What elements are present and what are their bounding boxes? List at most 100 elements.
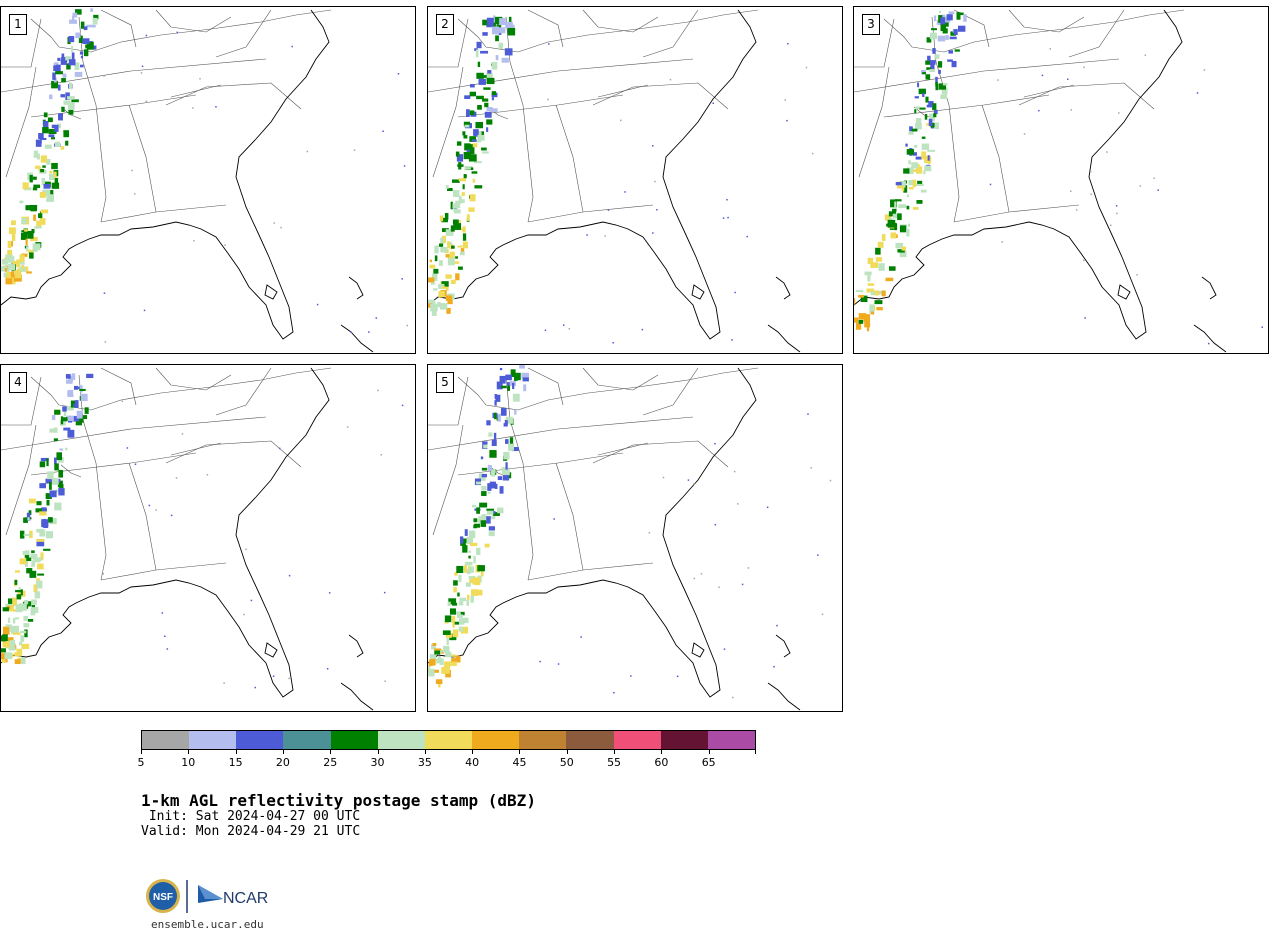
reflectivity-cell xyxy=(429,264,436,269)
reflectivity-cell xyxy=(484,516,491,524)
reflectivity-cell xyxy=(429,259,432,263)
reflectivity-cell xyxy=(452,219,459,225)
state-border xyxy=(1,416,267,451)
reflectivity-cell xyxy=(486,77,495,85)
reflectivity-speck xyxy=(1083,66,1085,69)
reflectivity-cell xyxy=(909,126,913,132)
reflectivity-speck xyxy=(121,400,124,403)
reflectivity-cell xyxy=(41,519,49,527)
reflectivity-cell xyxy=(26,271,32,274)
reflectivity-cell xyxy=(51,124,56,129)
reflectivity-cell xyxy=(901,246,907,251)
reflectivity-cell xyxy=(911,128,918,132)
reflectivity-cell xyxy=(906,228,910,237)
reflectivity-cell xyxy=(503,451,510,460)
reflectivity-cell xyxy=(21,643,30,650)
ncar-logo-icon: NCAR xyxy=(198,885,268,907)
reflectivity-cell xyxy=(476,131,482,138)
reflectivity-cell xyxy=(12,261,20,265)
reflectivity-cell xyxy=(56,64,61,73)
reflectivity-cell xyxy=(878,263,885,271)
reflectivity-cell xyxy=(22,182,29,190)
reflectivity-speck xyxy=(126,447,129,449)
reflectivity-cell xyxy=(470,595,474,603)
reflectivity-cell xyxy=(866,288,875,293)
reflectivity-cell xyxy=(499,486,504,494)
panel-label: 5 xyxy=(436,372,454,393)
reflectivity-speck xyxy=(613,692,615,694)
reflectivity-speck xyxy=(644,62,647,65)
reflectivity-cell xyxy=(31,560,36,567)
reflectivity-cell xyxy=(481,147,487,151)
coastline xyxy=(1201,276,1217,300)
reflectivity-speck xyxy=(103,75,105,77)
reflectivity-cell xyxy=(452,619,455,628)
state-border xyxy=(78,16,107,223)
reflectivity-cell xyxy=(439,243,444,247)
reflectivity-cell xyxy=(523,384,527,392)
reflectivity-cell xyxy=(438,283,445,289)
reflectivity-cell xyxy=(933,109,938,115)
state-border xyxy=(854,18,895,68)
reflectivity-cell xyxy=(8,227,16,234)
reflectivity-cell xyxy=(71,52,75,61)
plot-title: 1-km AGL reflectivity postage stamp (dBZ… xyxy=(141,791,536,810)
reflectivity-cell xyxy=(474,161,482,164)
reflectivity-cell xyxy=(74,71,83,77)
state-border xyxy=(128,104,157,213)
state-border xyxy=(100,562,227,581)
coastline xyxy=(1,367,330,698)
reflectivity-cell xyxy=(445,185,449,189)
reflectivity-cell xyxy=(449,608,457,615)
reflectivity-cell xyxy=(927,55,931,61)
state-border xyxy=(100,9,137,48)
reflectivity-cell xyxy=(28,498,36,504)
reflectivity-cell xyxy=(916,200,923,204)
colorbar-tick-label: 25 xyxy=(323,756,338,769)
reflectivity-speck xyxy=(145,100,148,103)
reflectivity-speck xyxy=(1118,112,1120,114)
reflectivity-cell xyxy=(474,578,481,586)
reflectivity-cell xyxy=(45,493,52,499)
reflectivity-cell xyxy=(923,170,926,175)
state-border xyxy=(100,204,227,223)
reflectivity-cell xyxy=(470,84,475,88)
reflectivity-cell xyxy=(475,140,482,143)
reflectivity-cell xyxy=(12,632,21,635)
reflectivity-cell xyxy=(12,617,16,624)
reflectivity-cell xyxy=(894,222,897,231)
reflectivity-cell xyxy=(926,104,933,108)
reflectivity-cell xyxy=(2,640,7,648)
reflectivity-cell xyxy=(20,232,28,240)
reflectivity-speck xyxy=(718,586,720,589)
reflectivity-cell xyxy=(458,195,462,202)
colorbar-tick-label: 50 xyxy=(559,756,574,769)
reflectivity-cell xyxy=(449,633,457,641)
reflectivity-cell xyxy=(938,69,941,74)
state-border xyxy=(128,462,157,571)
reflectivity-cell xyxy=(29,570,37,578)
reflectivity-cell xyxy=(35,139,42,147)
reflectivity-speck xyxy=(176,31,179,34)
reflectivity-cell xyxy=(508,16,512,24)
reflectivity-cell xyxy=(7,249,13,255)
reflectivity-cell xyxy=(456,565,464,574)
reflectivity-cell xyxy=(476,507,480,514)
colorbar-tick-label: 40 xyxy=(465,756,480,769)
reflectivity-cell xyxy=(939,10,942,13)
reflectivity-speck xyxy=(714,442,716,445)
reflectivity-cell xyxy=(460,251,465,256)
reflectivity-cell xyxy=(884,214,892,221)
reflectivity-cell xyxy=(30,208,37,212)
reflectivity-cell xyxy=(928,113,935,122)
state-border xyxy=(953,204,1080,223)
reflectivity-cell xyxy=(489,516,496,520)
reflectivity-cell xyxy=(469,91,477,97)
reflectivity-speck xyxy=(383,591,386,594)
reflectivity-cell xyxy=(31,550,35,554)
reflectivity-cell xyxy=(875,247,881,255)
reflectivity-cell xyxy=(80,21,85,29)
reflectivity-speck xyxy=(166,648,169,650)
reflectivity-cell xyxy=(497,507,504,514)
reflectivity-cell xyxy=(908,131,914,135)
